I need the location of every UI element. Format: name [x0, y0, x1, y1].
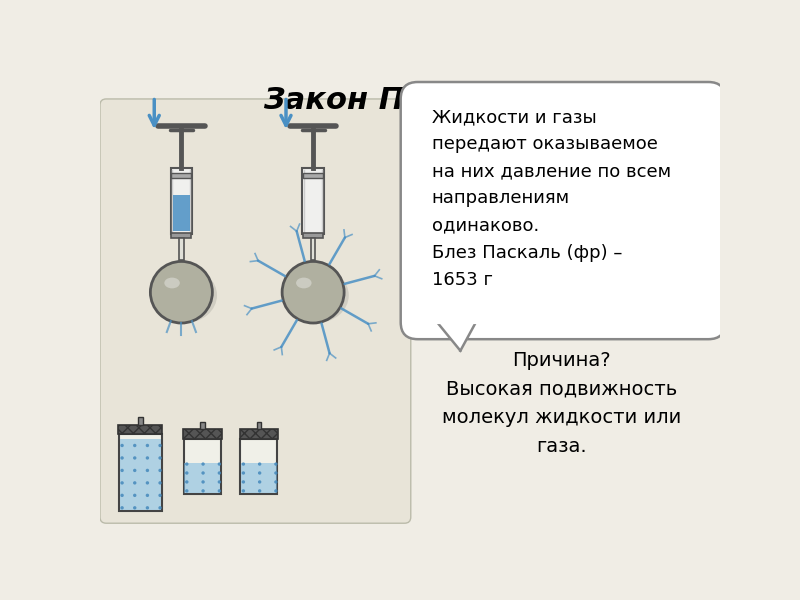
Circle shape	[120, 444, 124, 447]
Circle shape	[202, 463, 205, 466]
Circle shape	[218, 489, 221, 493]
Bar	[119, 434, 162, 511]
Circle shape	[185, 480, 189, 484]
Circle shape	[158, 456, 162, 460]
Bar	[200, 422, 205, 429]
Circle shape	[158, 506, 162, 509]
Circle shape	[185, 463, 189, 466]
Bar	[138, 417, 142, 425]
Circle shape	[133, 456, 137, 460]
Circle shape	[146, 456, 149, 460]
Text: Жидкости и газы
передают оказываемое
на них давление по всем
направлениям
одинак: Жидкости и газы передают оказываемое на …	[432, 108, 671, 289]
Ellipse shape	[284, 268, 349, 323]
Bar	[171, 233, 191, 238]
Bar	[303, 173, 323, 178]
Circle shape	[158, 481, 162, 485]
Circle shape	[146, 444, 149, 447]
Circle shape	[258, 471, 262, 475]
Text: Причина?
Высокая подвижность
молекул жидкости или
газа.: Причина? Высокая подвижность молекул жид…	[442, 351, 681, 456]
Bar	[302, 168, 324, 233]
Circle shape	[150, 262, 212, 323]
Bar	[173, 196, 190, 232]
Circle shape	[133, 444, 137, 447]
FancyBboxPatch shape	[401, 82, 726, 339]
Bar	[179, 238, 184, 260]
Circle shape	[242, 480, 245, 484]
Bar	[183, 429, 222, 439]
Circle shape	[242, 489, 245, 493]
Circle shape	[258, 463, 262, 466]
Circle shape	[202, 489, 205, 493]
Bar	[257, 422, 261, 429]
Circle shape	[274, 480, 278, 484]
Circle shape	[120, 481, 124, 485]
Ellipse shape	[296, 278, 311, 289]
Circle shape	[274, 489, 278, 493]
FancyBboxPatch shape	[100, 99, 410, 523]
Circle shape	[120, 456, 124, 460]
Bar	[239, 429, 278, 439]
Circle shape	[274, 463, 278, 466]
Bar	[118, 425, 162, 434]
Circle shape	[133, 494, 137, 497]
Bar	[171, 173, 191, 178]
Circle shape	[146, 506, 149, 509]
Circle shape	[185, 489, 189, 493]
Circle shape	[158, 494, 162, 497]
Bar	[240, 439, 278, 494]
Bar	[241, 463, 277, 493]
Circle shape	[202, 480, 205, 484]
Ellipse shape	[152, 268, 217, 323]
Circle shape	[133, 481, 137, 485]
Circle shape	[133, 469, 137, 472]
Circle shape	[158, 444, 162, 447]
Bar	[310, 238, 315, 260]
Bar	[185, 463, 220, 493]
Bar	[170, 168, 192, 233]
Bar	[303, 233, 323, 238]
Circle shape	[185, 471, 189, 475]
Bar	[120, 439, 161, 510]
Circle shape	[146, 481, 149, 485]
Circle shape	[218, 471, 221, 475]
Ellipse shape	[164, 278, 180, 289]
Circle shape	[258, 480, 262, 484]
Circle shape	[258, 489, 262, 493]
Circle shape	[133, 506, 137, 509]
Circle shape	[146, 494, 149, 497]
Polygon shape	[437, 322, 476, 351]
Circle shape	[202, 471, 205, 475]
Circle shape	[146, 469, 149, 472]
Circle shape	[242, 471, 245, 475]
Circle shape	[282, 262, 344, 323]
Circle shape	[120, 494, 124, 497]
Text: Закон Паскаля: Закон Паскаля	[263, 86, 526, 115]
Circle shape	[274, 471, 278, 475]
Circle shape	[120, 506, 124, 509]
Circle shape	[242, 463, 245, 466]
Circle shape	[218, 480, 221, 484]
Circle shape	[120, 469, 124, 472]
Circle shape	[158, 469, 162, 472]
Circle shape	[218, 463, 221, 466]
Bar	[184, 439, 221, 494]
